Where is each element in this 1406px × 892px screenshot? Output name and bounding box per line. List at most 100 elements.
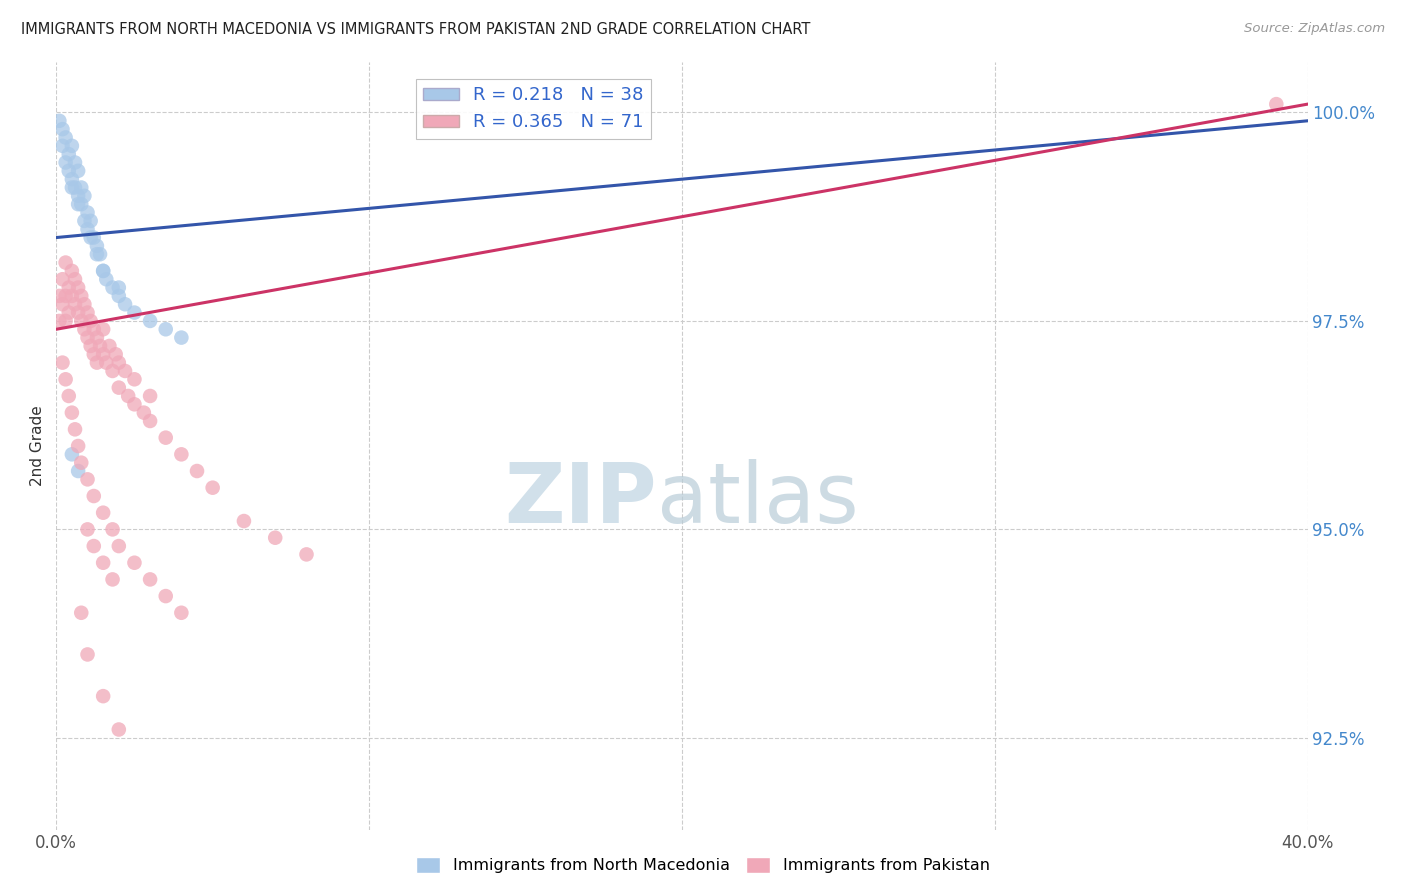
Point <box>63 155 86 169</box>
Point <box>114 364 136 378</box>
Point <box>76 205 98 219</box>
Point <box>86 330 108 344</box>
Point <box>108 381 131 395</box>
Point <box>108 356 131 370</box>
Point <box>83 322 105 336</box>
Point <box>60 172 83 186</box>
Point <box>86 247 108 261</box>
Point <box>170 606 193 620</box>
Point <box>70 180 93 194</box>
Point <box>139 414 162 428</box>
Point <box>48 113 70 128</box>
Point <box>124 397 146 411</box>
Point <box>63 422 86 436</box>
Point <box>51 138 73 153</box>
Point <box>89 339 111 353</box>
Point <box>124 372 146 386</box>
Point <box>70 197 93 211</box>
Point <box>155 322 177 336</box>
Point <box>67 280 90 294</box>
Point <box>76 472 98 486</box>
Point <box>108 723 131 737</box>
Point <box>51 272 73 286</box>
Point <box>139 573 162 587</box>
Point <box>295 548 318 562</box>
Point <box>170 330 193 344</box>
Point <box>60 406 83 420</box>
Point <box>60 289 83 303</box>
Point <box>76 222 98 236</box>
Legend: Immigrants from North Macedonia, Immigrants from Pakistan: Immigrants from North Macedonia, Immigra… <box>411 850 995 880</box>
Point <box>139 389 162 403</box>
Point <box>73 214 96 228</box>
Point <box>108 289 131 303</box>
Point <box>170 447 193 461</box>
Point <box>67 197 90 211</box>
Point <box>76 648 98 662</box>
Point <box>91 347 114 361</box>
Point <box>73 189 96 203</box>
Y-axis label: 2nd Grade: 2nd Grade <box>30 406 45 486</box>
Point <box>55 289 77 303</box>
Point <box>264 531 287 545</box>
Point <box>132 406 155 420</box>
Point <box>101 280 124 294</box>
Point <box>86 239 108 253</box>
Point <box>55 130 77 145</box>
Point <box>79 230 101 244</box>
Point <box>201 481 224 495</box>
Point <box>76 305 98 319</box>
Point <box>55 372 77 386</box>
Point <box>91 689 114 703</box>
Point <box>83 539 105 553</box>
Point <box>91 322 114 336</box>
Point <box>155 589 177 603</box>
Point <box>101 522 124 536</box>
Point <box>101 573 124 587</box>
Legend: R = 0.218   N = 38, R = 0.365   N = 71: R = 0.218 N = 38, R = 0.365 N = 71 <box>416 79 651 138</box>
Point <box>70 606 93 620</box>
Point <box>67 464 90 478</box>
Point <box>79 339 101 353</box>
Point <box>67 439 90 453</box>
Point <box>51 297 73 311</box>
Point <box>114 297 136 311</box>
Point <box>117 389 139 403</box>
Point <box>67 305 90 319</box>
Point <box>58 305 80 319</box>
Point <box>63 297 86 311</box>
Point <box>91 556 114 570</box>
Point <box>70 289 93 303</box>
Point <box>139 314 162 328</box>
Point <box>98 339 121 353</box>
Point <box>70 456 93 470</box>
Point <box>48 289 70 303</box>
Point <box>58 389 80 403</box>
Point <box>55 155 77 169</box>
Point <box>55 255 77 269</box>
Point <box>86 356 108 370</box>
Point <box>83 347 105 361</box>
Point <box>63 180 86 194</box>
Point <box>58 280 80 294</box>
Point <box>63 272 86 286</box>
Point <box>155 431 177 445</box>
Point <box>101 364 124 378</box>
Point <box>70 314 93 328</box>
Point <box>79 314 101 328</box>
Point <box>124 305 146 319</box>
Point <box>89 247 111 261</box>
Text: Source: ZipAtlas.com: Source: ZipAtlas.com <box>1244 22 1385 36</box>
Point <box>76 330 98 344</box>
Text: IMMIGRANTS FROM NORTH MACEDONIA VS IMMIGRANTS FROM PAKISTAN 2ND GRADE CORRELATIO: IMMIGRANTS FROM NORTH MACEDONIA VS IMMIG… <box>21 22 810 37</box>
Point <box>83 230 105 244</box>
Point <box>60 138 83 153</box>
Point <box>108 280 131 294</box>
Point <box>73 297 96 311</box>
Point <box>67 189 90 203</box>
Point <box>79 214 101 228</box>
Point <box>73 322 96 336</box>
Point <box>104 347 127 361</box>
Point <box>124 556 146 570</box>
Point <box>91 264 114 278</box>
